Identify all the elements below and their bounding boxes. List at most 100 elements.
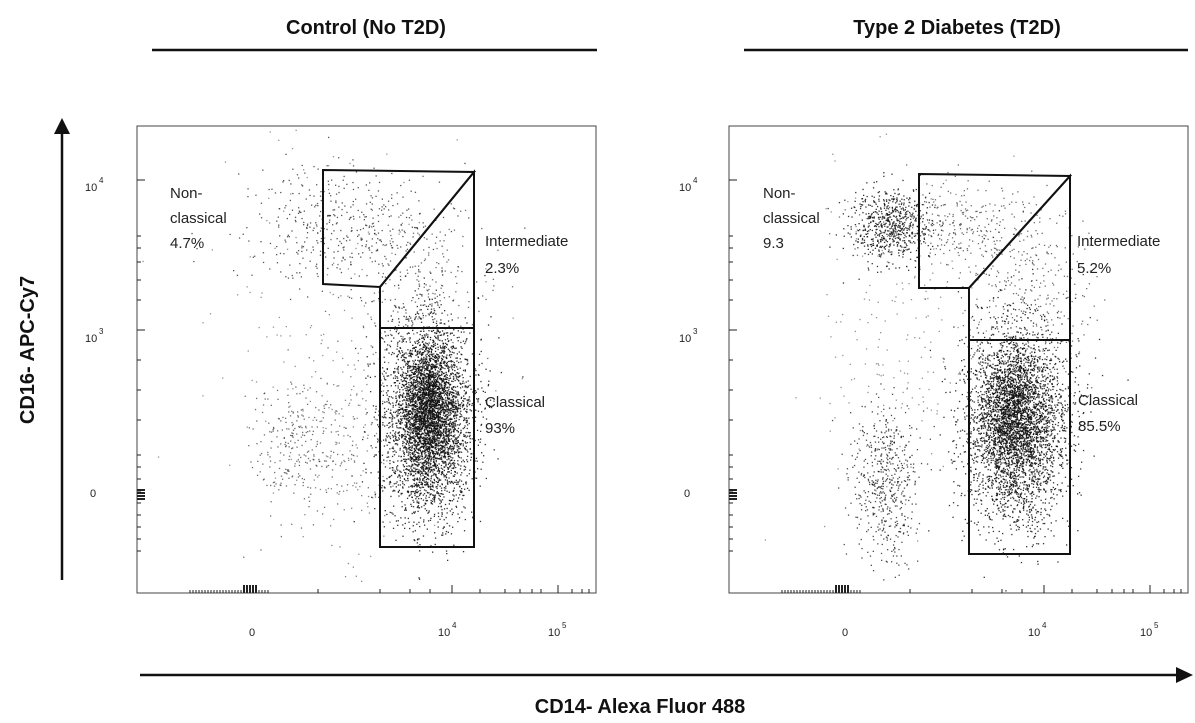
- event-dot: [416, 396, 419, 398]
- event-dot: [430, 502, 432, 505]
- event-dot: [390, 340, 393, 342]
- event-dot: [449, 446, 451, 448]
- event-dot: [447, 320, 450, 322]
- event-dot: [404, 418, 406, 420]
- event-dot: [407, 417, 410, 419]
- event-dot: [432, 446, 434, 449]
- event-dot: [430, 427, 432, 429]
- event-dot: [434, 427, 436, 429]
- event-dot: [421, 426, 423, 429]
- event-dot: [449, 403, 451, 405]
- event-dot: [416, 434, 418, 436]
- event-dot: [417, 410, 419, 412]
- event-dot: [433, 440, 435, 442]
- event-dot: [419, 420, 421, 422]
- event-dot: [428, 326, 430, 328]
- event-dot: [414, 417, 417, 419]
- event-dot: [465, 341, 467, 343]
- event-dot: [447, 448, 449, 450]
- event-dot: [437, 492, 439, 495]
- event-dot: [414, 393, 416, 396]
- event-dot: [426, 425, 428, 427]
- event-dot: [404, 415, 406, 417]
- event-dot: [452, 386, 454, 389]
- event-dot: [459, 403, 462, 406]
- event-dot: [418, 426, 420, 428]
- event-dot: [395, 451, 397, 453]
- event-dot: [464, 398, 466, 400]
- event-dot: [425, 467, 427, 469]
- event-dot: [450, 431, 453, 433]
- event-dot: [431, 381, 433, 383]
- event-dot: [436, 491, 438, 493]
- event-dot: [450, 445, 452, 447]
- event-dot: [432, 489, 434, 491]
- event-dot: [437, 304, 439, 306]
- event-dot: [430, 457, 432, 459]
- event-dot: [406, 333, 408, 335]
- event-dot: [457, 392, 460, 394]
- event-dot: [426, 420, 428, 423]
- event-dot: [401, 434, 404, 436]
- event-dot: [454, 471, 456, 473]
- event-dot: [415, 381, 417, 384]
- event-dot: [422, 473, 424, 475]
- event-dot: [454, 347, 456, 350]
- event-dot: [458, 404, 460, 406]
- event-dot: [412, 390, 414, 392]
- event-dot: [403, 441, 405, 444]
- event-dot: [370, 391, 372, 393]
- event-dot: [388, 427, 390, 429]
- event-dot: [416, 376, 418, 379]
- event-dot: [455, 419, 457, 422]
- event-dot: [425, 354, 427, 356]
- event-dot: [450, 366, 452, 368]
- event-dot: [422, 367, 424, 369]
- event-dot: [459, 387, 462, 389]
- event-dot: [423, 346, 425, 348]
- event-dot: [432, 392, 434, 394]
- event-dot: [459, 382, 461, 384]
- event-dot: [309, 260, 311, 262]
- event-dot: [400, 422, 402, 424]
- event-dot: [413, 431, 415, 433]
- event-dot: [419, 369, 422, 371]
- event-dot: [238, 173, 240, 175]
- event-dot: [445, 381, 447, 383]
- event-dot: [392, 451, 394, 453]
- event-dot: [412, 373, 415, 375]
- event-dot: [434, 360, 436, 363]
- event-dot: [420, 375, 422, 377]
- event-dot: [405, 448, 407, 450]
- event-dot: [454, 415, 456, 417]
- event-dot: [458, 517, 461, 519]
- event-dot: [420, 330, 422, 332]
- event-dot: [430, 443, 432, 445]
- event-dot: [418, 269, 420, 271]
- event-dot: [442, 437, 444, 440]
- event-dot: [403, 379, 405, 381]
- event-dot: [446, 473, 448, 475]
- event-dot: [412, 430, 414, 432]
- event-dot: [412, 329, 414, 331]
- event-dot: [484, 443, 486, 446]
- event-dot: [438, 458, 441, 460]
- event-dot: [406, 377, 409, 380]
- event-dot: [430, 488, 432, 490]
- event-dot: [445, 401, 447, 403]
- event-dot: [437, 401, 439, 404]
- event-dot: [490, 316, 492, 318]
- event-dot: [407, 412, 409, 415]
- event-dot: [326, 165, 328, 167]
- event-dot: [414, 290, 416, 292]
- event-dot: [409, 398, 411, 401]
- event-dot: [423, 343, 425, 345]
- event-dot: [430, 455, 432, 458]
- event-dot: [439, 427, 442, 429]
- event-dot: [443, 402, 445, 404]
- event-dot: [443, 382, 446, 385]
- event-dot: [424, 440, 426, 442]
- event-dot: [436, 438, 438, 440]
- event-dot: [467, 402, 469, 404]
- event-dot: [419, 477, 421, 479]
